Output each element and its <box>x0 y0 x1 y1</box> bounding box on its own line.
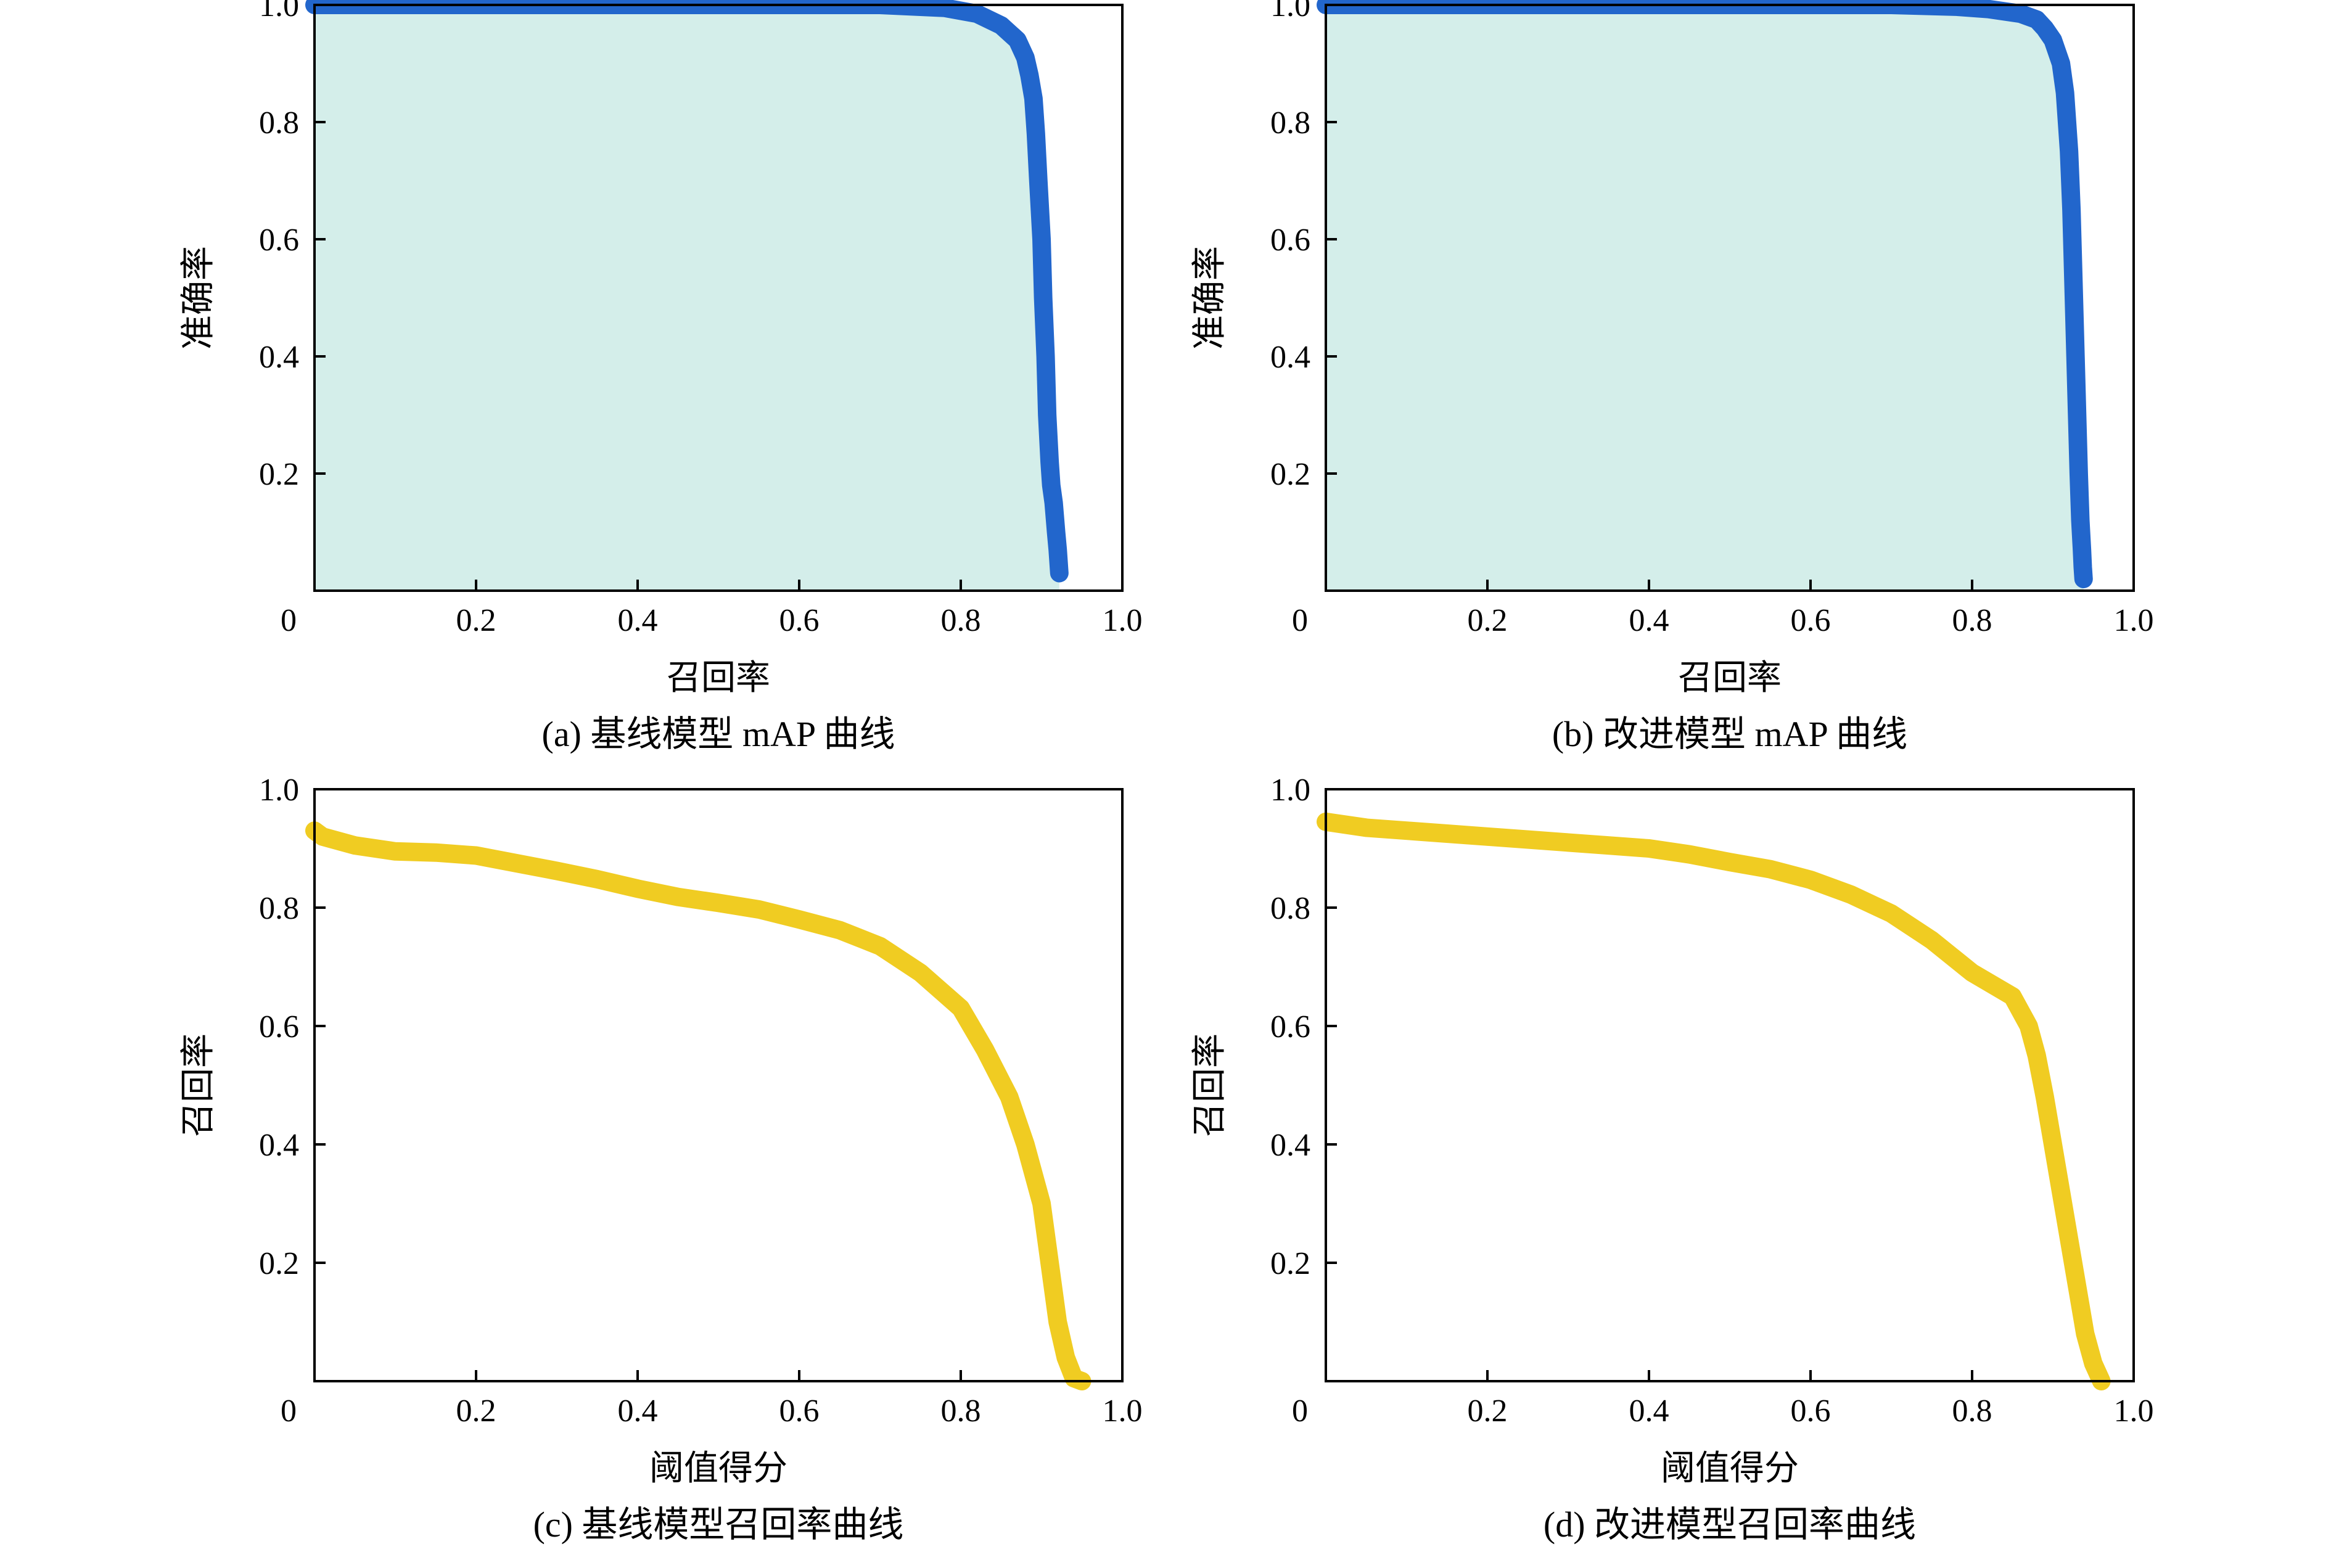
x-tick-label: 0.4 <box>618 603 658 638</box>
area-fill <box>1326 5 2084 591</box>
y-tick-label: 0.6 <box>1270 1009 1310 1045</box>
x-tick-label: 0.6 <box>1791 1394 1831 1429</box>
chart-c: 0 0.2 0.4 0.6 0.8 1.0 0.2 0.4 0.6 0.8 1.0 阈值得分 召回率 (c… <box>178 773 1143 1545</box>
plot-frame <box>1325 788 2135 1382</box>
x-tick-label: 1.0 <box>2114 1394 2154 1429</box>
panel-caption: (a) 基线模型 mAP 曲线 <box>542 714 895 754</box>
y-tick-label: 1.0 <box>1270 0 1310 23</box>
y-tick-label: 0.2 <box>1270 1246 1310 1281</box>
x-tick-label: 0 <box>281 603 297 638</box>
y-tick-label: 0.8 <box>259 891 299 926</box>
x-tick-label: 0.8 <box>1952 603 1992 638</box>
x-axis-label: 召回率 <box>1678 658 1782 698</box>
chart-b: 0 0.2 0.4 0.6 0.8 1.0 0.2 0.4 0.6 0.8 1.0 召回率 准确率 (b)… <box>1190 0 2154 754</box>
x-tick-label: 0.2 <box>456 1394 496 1429</box>
y-axis-label: 召回率 <box>1190 1033 1230 1137</box>
y-axis-label: 召回率 <box>178 1033 218 1137</box>
y-tick-label: 1.0 <box>1270 773 1310 808</box>
panel-b: 0 0.2 0.4 0.6 0.8 1.0 0.2 0.4 0.6 0.8 1.0 召回率 准确率 (b)… <box>1011 0 2177 779</box>
y-tick-label: 0.8 <box>1270 891 1310 926</box>
plot-frame <box>313 788 1124 1382</box>
y-tick-label: 0.4 <box>259 1128 299 1163</box>
x-tick-label: 0 <box>1292 603 1308 638</box>
y-tick-label: 0.4 <box>259 340 299 375</box>
y-tick-label: 0.8 <box>1270 105 1310 141</box>
x-tick-label: 0.8 <box>941 603 981 638</box>
x-tick-label: 0.6 <box>1791 603 1831 638</box>
chart-d: 0 0.2 0.4 0.6 0.8 1.0 0.2 0.4 0.6 0.8 1.0 阈值得分 召回率 (d… <box>1190 773 2154 1545</box>
y-tick-label: 0.2 <box>1270 457 1310 492</box>
x-tick-label: 1.0 <box>1103 1394 1143 1429</box>
area-fill <box>314 5 1059 591</box>
x-tick-label: 0.2 <box>1468 603 1508 638</box>
x-tick-label: 0.8 <box>1952 1394 1992 1429</box>
panel-caption: (d) 改进模型召回率曲线 <box>1544 1504 1916 1545</box>
y-tick-label: 0.2 <box>259 457 299 492</box>
y-tick-label: 0.6 <box>1270 223 1310 258</box>
plot-frame <box>313 4 1124 592</box>
y-tick-label: 0.6 <box>259 1009 299 1045</box>
series-line <box>1317 812 2111 1390</box>
plot-frame <box>1325 4 2135 592</box>
x-tick-label: 1.0 <box>2114 603 2154 638</box>
y-tick-label: 0.2 <box>259 1246 299 1281</box>
x-tick-label: 0.4 <box>1629 1394 1669 1429</box>
x-tick-label: 0.4 <box>1629 603 1669 638</box>
panel-c: 0 0.2 0.4 0.6 0.8 1.0 0.2 0.4 0.6 0.8 1.0 阈值得分 召回率 (c… <box>0 773 1166 1568</box>
x-axis-label: 阈值得分 <box>649 1448 787 1488</box>
x-tick-label: 0.4 <box>618 1394 658 1429</box>
y-tick-label: 1.0 <box>259 773 299 808</box>
y-tick-label: 0.4 <box>1270 340 1310 375</box>
series-line <box>305 821 1092 1390</box>
x-tick-label: 0.2 <box>1468 1394 1508 1429</box>
y-tick-label: 0.6 <box>259 223 299 258</box>
chart-a: 0 0.2 0.4 0.6 0.8 1.0 0.2 0.4 0.6 0.8 1.0 召回率 准确率 (a)… <box>178 0 1143 754</box>
y-tick-label: 0.4 <box>1270 1128 1310 1163</box>
x-tick-label: 0.8 <box>941 1394 981 1429</box>
y-tick-label: 1.0 <box>259 0 299 23</box>
x-tick-label: 0.2 <box>456 603 496 638</box>
x-tick-label: 0 <box>281 1394 297 1429</box>
x-tick-label: 1.0 <box>1103 603 1143 638</box>
panel-caption: (c) 基线模型召回率曲线 <box>533 1504 904 1545</box>
x-tick-label: 0.6 <box>779 603 820 638</box>
x-axis-label: 召回率 <box>667 658 770 698</box>
y-axis-label: 准确率 <box>1190 246 1230 350</box>
panel-caption: (b) 改进模型 mAP 曲线 <box>1552 714 1907 754</box>
y-axis-label: 准确率 <box>178 246 218 350</box>
x-tick-label: 0.6 <box>779 1394 820 1429</box>
x-tick-label: 0 <box>1292 1394 1308 1429</box>
panel-d: 0 0.2 0.4 0.6 0.8 1.0 0.2 0.4 0.6 0.8 1.0 阈值得分 召回率 (d… <box>1011 773 2177 1568</box>
panel-a: 0 0.2 0.4 0.6 0.8 1.0 0.2 0.4 0.6 0.8 1.0 召回率 准确率 (a)… <box>0 0 1166 779</box>
x-axis-label: 阈值得分 <box>1661 1448 1799 1488</box>
y-tick-label: 0.8 <box>259 105 299 141</box>
